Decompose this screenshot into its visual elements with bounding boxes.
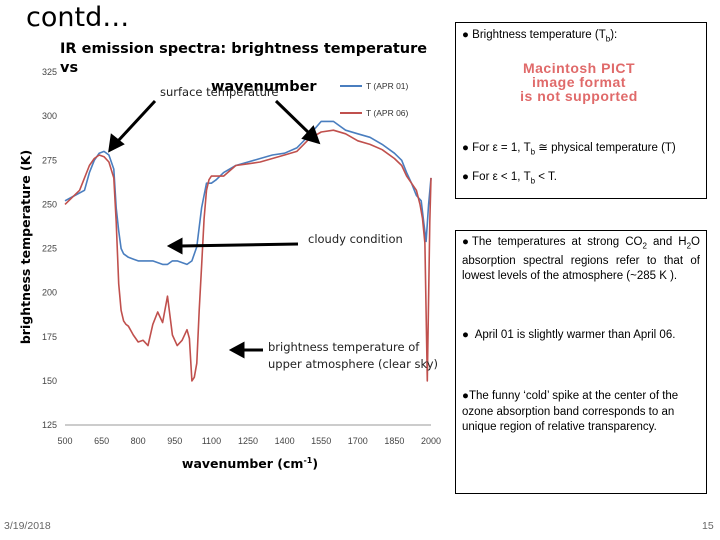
y-tick-label: 175 xyxy=(42,332,57,342)
legend-label-1: T (APR 01) xyxy=(366,81,409,91)
bullet: ● xyxy=(462,329,469,341)
x-tick-label: 950 xyxy=(167,436,182,446)
x-tick-label: 650 xyxy=(94,436,109,446)
note-absorption: ●The temperatures at strong CO2 and H2O … xyxy=(462,235,700,285)
y-tick-label: 125 xyxy=(42,420,57,430)
info-item-tb: ● Brightness temperature (Tb): xyxy=(462,29,700,43)
y-tick-label: 150 xyxy=(42,376,57,386)
bullet: ● xyxy=(462,142,469,154)
x-tick-label: 1250 xyxy=(238,436,258,446)
chart-title: IR emission spectra: brightness temperat… xyxy=(60,40,440,97)
annotation-surface: surface temperature xyxy=(160,85,278,99)
info-item3-end: < T. xyxy=(535,171,557,183)
y-tick-label: 250 xyxy=(42,199,57,209)
x-tick-label: 1700 xyxy=(348,436,368,446)
info-item-eps-lt1: ● For ε < 1, Tb < T. xyxy=(462,171,700,185)
info-item2-sub: b xyxy=(530,147,536,157)
arrowhead-cloudy xyxy=(166,237,183,255)
info-item1-end: ): xyxy=(610,29,618,41)
arrowhead-surface-left xyxy=(108,133,125,153)
x-tick-label: 1550 xyxy=(311,436,331,446)
slide-title: contd… xyxy=(26,2,130,33)
annotation-upper-1: brightness temperature of xyxy=(268,340,420,354)
note1-sub2: 2 xyxy=(686,241,692,251)
arrowhead-upper xyxy=(228,341,245,359)
bullet: ● xyxy=(462,171,469,183)
annotation-arrows xyxy=(108,99,321,359)
info-item3-text: For ε < 1, T xyxy=(472,171,531,183)
pict-placeholder: Macintosh PICT image format is not suppo… xyxy=(484,61,674,103)
arrow-surface-right xyxy=(274,99,312,136)
annotation-upper-2: upper atmosphere (clear sky) xyxy=(268,357,438,371)
note-ozone: ●The funny ‘cold’ spike at the center of… xyxy=(462,389,700,436)
info-item2-text: For ε = 1, T xyxy=(472,142,531,154)
note1-a: The temperatures at strong CO xyxy=(471,236,643,248)
x-tick-label: 500 xyxy=(57,436,72,446)
note3-text: The funny ‘cold’ spike at the center of … xyxy=(462,390,679,433)
chart-ticks: 125 150 175 200 225 250 275 300 325 500 650 800 950 1… xyxy=(42,67,441,446)
x-axis-label-text: wavenumber (cm xyxy=(182,456,304,471)
y-tick-label: 200 xyxy=(42,288,57,298)
y-tick-label: 275 xyxy=(42,155,57,165)
y-tick-label: 225 xyxy=(42,244,57,254)
info-item2-end: ≅ physical temperature (T) xyxy=(535,142,676,154)
x-tick-label: 1400 xyxy=(275,436,295,446)
note1-b: and H xyxy=(646,236,687,248)
note1-c: O absorption spectral regions refer to t… xyxy=(462,236,700,283)
arrow-cloudy xyxy=(179,242,299,248)
x-tick-label: 1850 xyxy=(384,436,404,446)
pict-line-1: Macintosh PICT xyxy=(522,60,635,76)
series-line-2 xyxy=(64,129,432,382)
annotation-cloudy: cloudy condition xyxy=(308,232,403,246)
note-april: ● April 01 is slightly warmer than April… xyxy=(462,328,700,344)
info-item1-text: Brightness temperature (T xyxy=(472,29,606,41)
slide-page-number: 15 xyxy=(702,520,714,532)
x-tick-label: 2000 xyxy=(421,436,441,446)
y-tick-label: 300 xyxy=(42,111,57,121)
note2-text: April 01 is slightly warmer than April 0… xyxy=(474,329,676,341)
x-axis-label-end: ) xyxy=(312,456,318,471)
pict-line-3: is not supported xyxy=(520,88,638,104)
bullet: ● xyxy=(462,29,469,41)
x-tick-label: 1100 xyxy=(202,436,221,446)
info-item-eps1: ● For ε = 1, Tb ≅ physical temperature (… xyxy=(462,140,700,156)
info-item3-sub: b xyxy=(530,176,536,186)
spectrum-chart: 125 150 175 200 225 250 275 300 325 500 650 800 950 1… xyxy=(18,67,441,471)
legend-label-2: T (APR 06) xyxy=(366,108,409,118)
pict-line-2: image format xyxy=(532,74,626,90)
bullet: ● xyxy=(462,390,469,402)
arrowhead-surface-right xyxy=(301,125,321,145)
chart-title-line1: IR emission spectra: brightness temperat… xyxy=(60,41,428,76)
y-tick-label: 325 xyxy=(42,67,57,77)
chart-series xyxy=(64,120,432,382)
y-axis-label: brightness temperature (K) xyxy=(18,150,33,344)
chart-legend: T (APR 01) T (APR 06) xyxy=(340,81,409,118)
notes-box: ●The temperatures at strong CO2 and H2O … xyxy=(455,230,707,494)
info-item1-sub: b xyxy=(605,34,611,44)
chart-title-line2: wavenumber xyxy=(211,79,317,95)
bullet: ● xyxy=(462,236,472,248)
x-axis-label-sup: -1 xyxy=(303,456,312,465)
note1-sub1: 2 xyxy=(642,241,647,251)
info-box: ● Brightness temperature (Tb): Macintosh… xyxy=(455,22,707,199)
arrow-surface-left xyxy=(116,99,157,143)
x-tick-label: 800 xyxy=(131,436,146,446)
slide-date: 3/19/2018 xyxy=(4,520,51,532)
x-axis-label: wavenumber (cm-1) xyxy=(182,456,318,471)
